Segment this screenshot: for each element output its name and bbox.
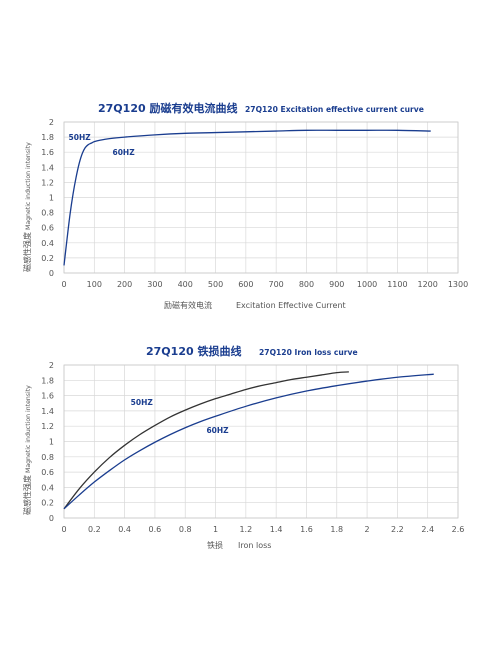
chart1-ylabel-en: Magnetic induction intensity bbox=[25, 142, 32, 230]
x-tick-label: 1300 bbox=[448, 280, 468, 289]
y-tick-label: 2 bbox=[49, 361, 54, 370]
y-tick-label: 0.4 bbox=[41, 483, 54, 492]
chart2-ylabel-en: Magnetic induction intensity bbox=[25, 385, 32, 473]
chart2-annotations: 50HZ 60HZ bbox=[131, 398, 229, 435]
series-line-1 bbox=[63, 373, 434, 510]
chart2-xlabel-en: Iron loss bbox=[238, 541, 271, 550]
x-tick-label: 1.2 bbox=[239, 525, 252, 534]
annotation-label: 60HZ bbox=[206, 426, 229, 435]
y-tick-label: 0 bbox=[49, 269, 54, 278]
chart1-title-zh: 27Q120 励磁有效电流曲线 bbox=[98, 101, 237, 115]
x-tick-label: 600 bbox=[238, 280, 253, 289]
x-tick-label: 2.2 bbox=[391, 525, 404, 534]
x-tick-label: 0.2 bbox=[88, 525, 101, 534]
x-tick-label: 0.8 bbox=[179, 525, 192, 534]
chart2-title-en: 27Q120 Iron loss curve bbox=[259, 348, 358, 357]
y-tick-label: 0.4 bbox=[41, 239, 54, 248]
series-line-0 bbox=[63, 129, 431, 266]
y-tick-label: 0.6 bbox=[41, 468, 54, 477]
chart1-y-ticks: 0 0.2 0.4 0.6 0.8 1 1.2 1.4 1.6 1.8 2 bbox=[41, 118, 54, 278]
y-tick-label: 1 bbox=[49, 194, 54, 203]
chart1-annotations: 50HZ 60HZ bbox=[69, 133, 136, 157]
chart1-title-en: 27Q120 Excitation effective current curv… bbox=[245, 105, 424, 114]
chart1-series bbox=[63, 129, 431, 266]
x-tick-label: 1 bbox=[213, 525, 218, 534]
excitation-current-chart: 27Q120 励磁有效电流曲线 27Q120 Excitation effect… bbox=[22, 101, 468, 310]
x-tick-label: 400 bbox=[178, 280, 193, 289]
x-tick-label: 900 bbox=[329, 280, 344, 289]
y-tick-label: 0 bbox=[49, 514, 54, 523]
y-tick-label: 1.6 bbox=[41, 148, 54, 157]
plot-frame bbox=[63, 121, 459, 274]
chart1-ylabel-zh: 磁感性强度 bbox=[22, 232, 32, 272]
x-tick-label: 1000 bbox=[357, 280, 377, 289]
y-tick-label: 1.2 bbox=[41, 422, 54, 431]
annotation-label: 60HZ bbox=[112, 148, 135, 157]
y-tick-label: 1.8 bbox=[41, 376, 54, 385]
chart2-y-ticks: 0 0.2 0.4 0.6 0.8 1 1.2 1.4 1.6 1.8 2 bbox=[41, 361, 54, 523]
y-tick-label: 1.8 bbox=[41, 133, 54, 142]
iron-loss-chart: 27Q120 铁损曲线 27Q120 Iron loss curve 00.20… bbox=[22, 344, 464, 550]
x-tick-label: 1.6 bbox=[300, 525, 313, 534]
x-tick-label: 0 bbox=[61, 280, 66, 289]
x-tick-label: 700 bbox=[269, 280, 284, 289]
chart2-x-ticks: 0 0.2 0.4 0.6 0.8 1 1.2 1.4 1.6 1.8 2 2.2 2.4 2.6 bbox=[61, 525, 464, 534]
x-tick-label: 200 bbox=[117, 280, 132, 289]
y-tick-label: 1.2 bbox=[41, 178, 54, 187]
plot-frame bbox=[63, 364, 459, 519]
annotation-label: 50HZ bbox=[69, 133, 92, 142]
x-tick-label: 0.4 bbox=[118, 525, 131, 534]
series-line-0 bbox=[63, 371, 349, 510]
chart1-x-ticks: 0 100 200 300 400 500 600 700 800 900 1000 1100 1200… bbox=[61, 280, 468, 289]
chart1-xlabel-en: Excitation Effective Current bbox=[236, 301, 346, 310]
x-tick-label: 1100 bbox=[387, 280, 407, 289]
chart2-title-zh: 27Q120 铁损曲线 bbox=[146, 344, 241, 358]
y-tick-label: 2 bbox=[49, 118, 54, 127]
x-tick-label: 2.4 bbox=[421, 525, 434, 534]
y-tick-label: 0.6 bbox=[41, 224, 54, 233]
annotation-label: 50HZ bbox=[131, 398, 154, 407]
x-tick-label: 2.6 bbox=[452, 525, 465, 534]
x-tick-label: 1.4 bbox=[270, 525, 283, 534]
x-tick-label: 300 bbox=[147, 280, 162, 289]
x-tick-label: 800 bbox=[299, 280, 314, 289]
y-tick-label: 1.4 bbox=[41, 407, 54, 416]
x-tick-label: 500 bbox=[208, 280, 223, 289]
x-tick-label: 2 bbox=[365, 525, 370, 534]
y-tick-label: 0.2 bbox=[41, 499, 54, 508]
x-tick-label: 0 bbox=[61, 525, 66, 534]
chart2-ylabel-zh: 磁感性强度 bbox=[22, 475, 32, 515]
chart1-xlabel-zh: 励磁有效电流 bbox=[164, 300, 212, 310]
y-tick-label: 0.8 bbox=[41, 209, 54, 218]
chart2-xlabel-zh: 铁损 bbox=[207, 540, 223, 550]
chart2-grid bbox=[63, 364, 459, 519]
chart1-grid bbox=[63, 121, 459, 274]
y-tick-label: 1.6 bbox=[41, 392, 54, 401]
chart2-series bbox=[63, 371, 434, 510]
x-tick-label: 0.6 bbox=[149, 525, 162, 534]
y-tick-label: 0.2 bbox=[41, 254, 54, 263]
y-tick-label: 0.8 bbox=[41, 453, 54, 462]
x-tick-label: 1200 bbox=[418, 280, 438, 289]
x-tick-label: 1.8 bbox=[330, 525, 343, 534]
y-tick-label: 1 bbox=[49, 438, 54, 447]
x-tick-label: 100 bbox=[87, 280, 102, 289]
y-tick-label: 1.4 bbox=[41, 163, 54, 172]
